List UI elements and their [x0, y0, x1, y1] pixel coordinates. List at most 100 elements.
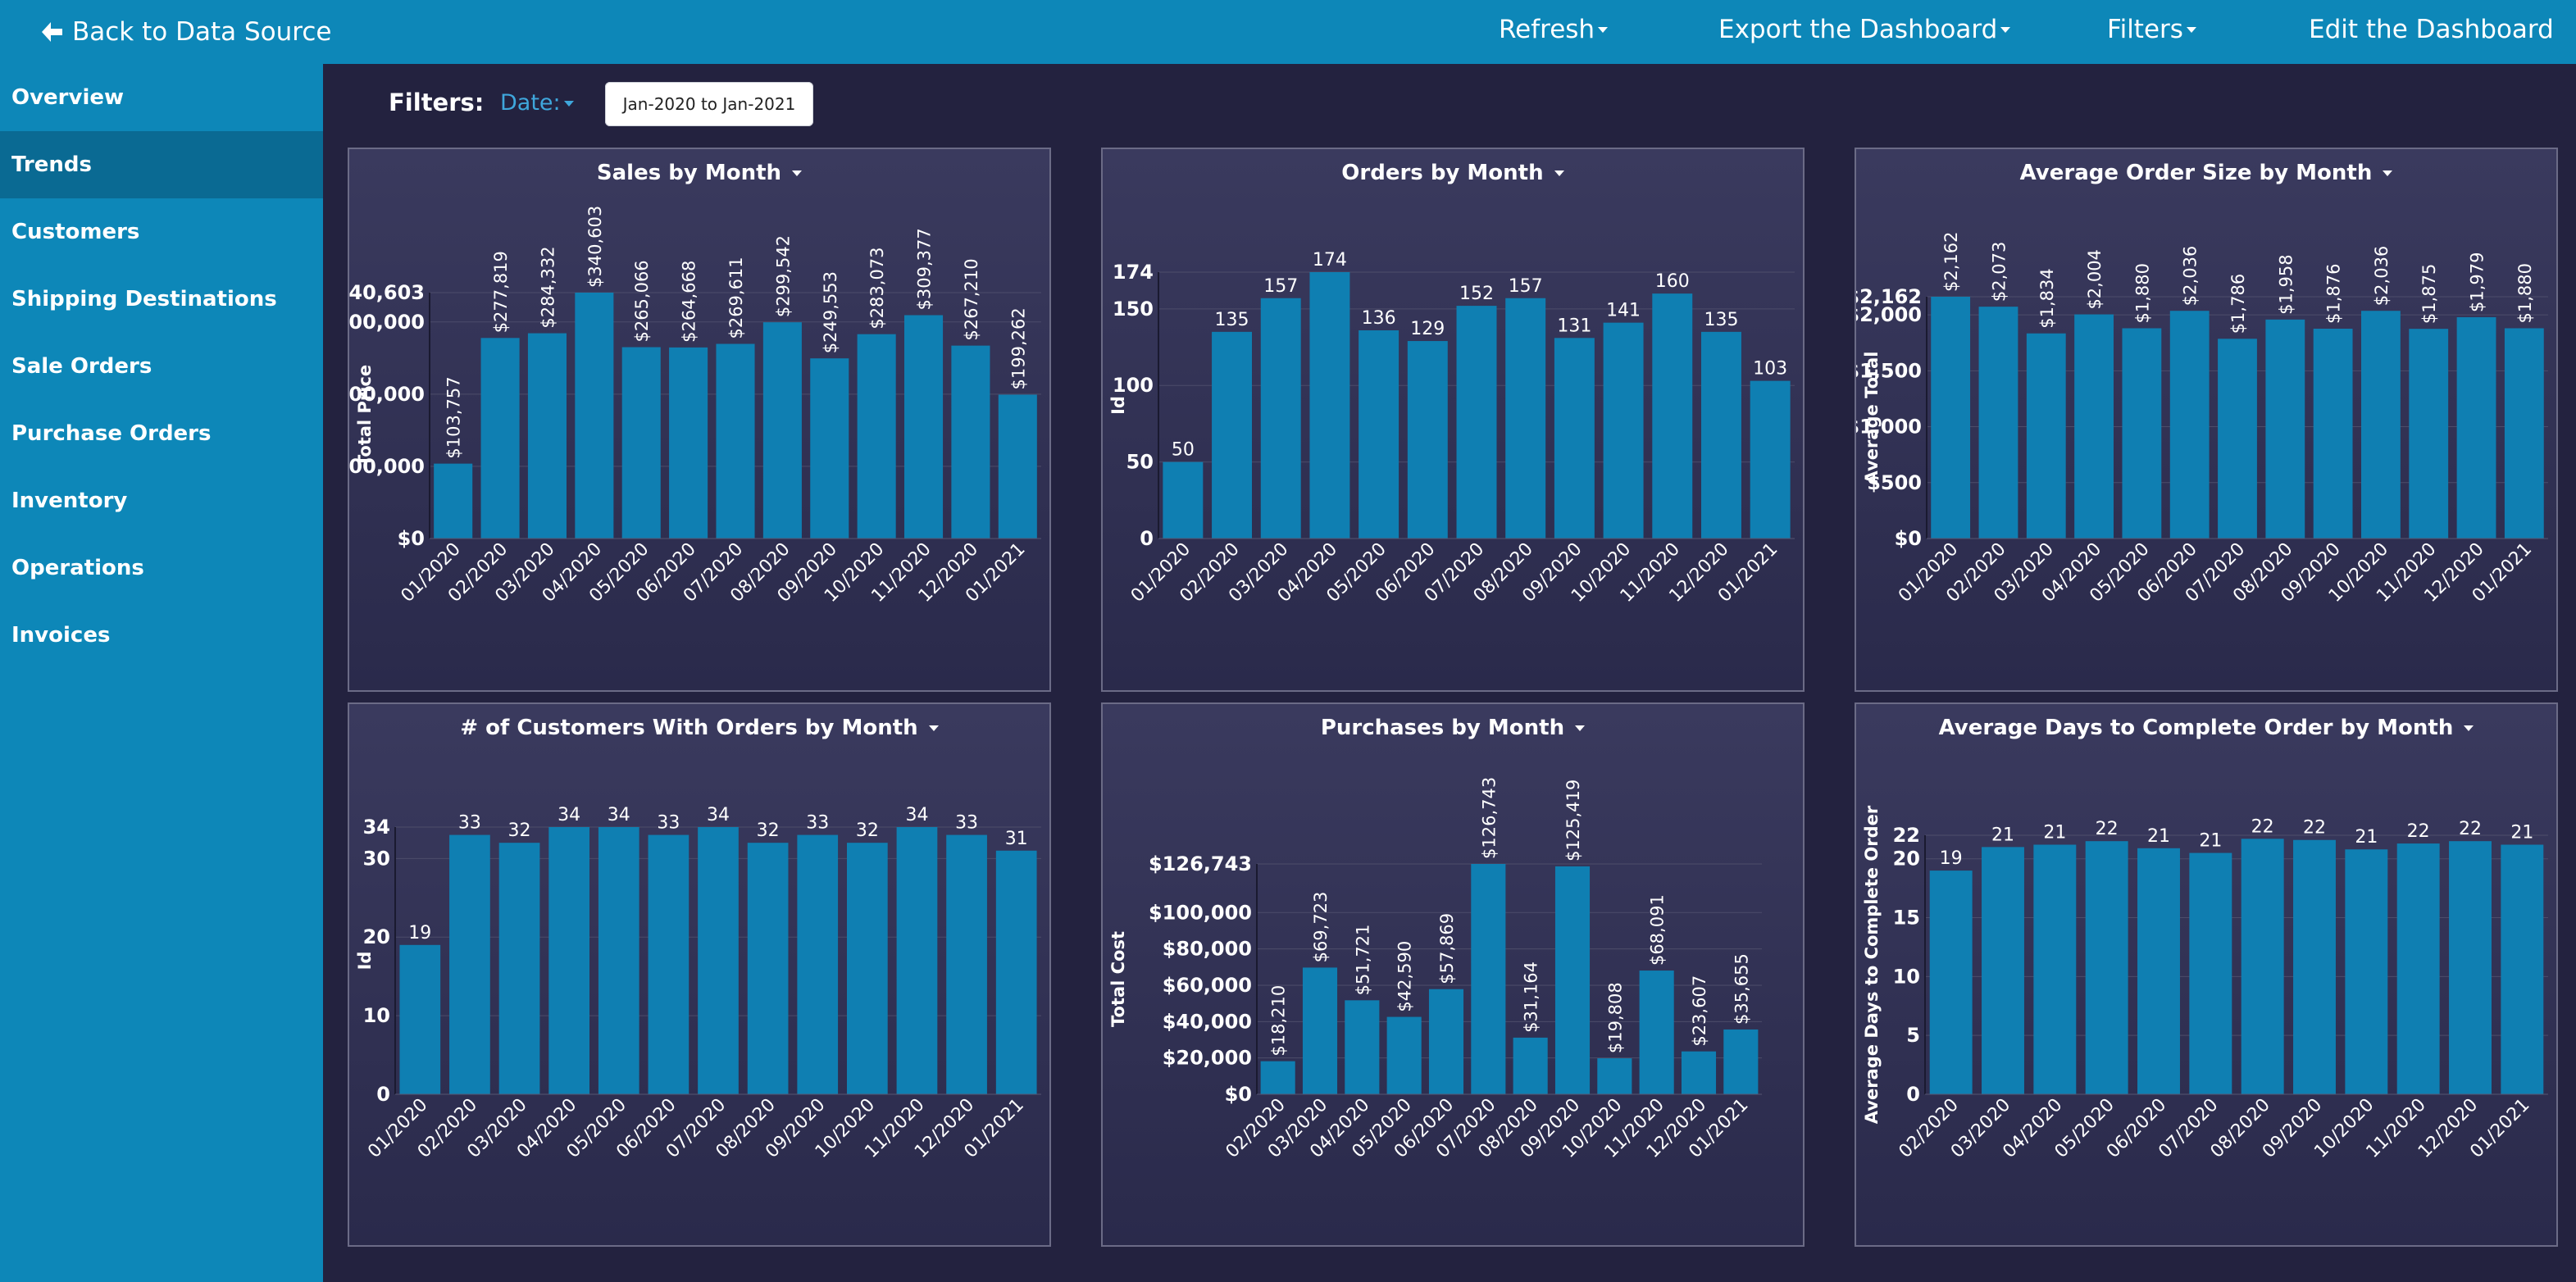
data-label: 129	[1410, 319, 1445, 339]
sidebar-item-inventory[interactable]: Inventory	[0, 467, 323, 534]
bar[interactable]	[2241, 839, 2284, 1094]
bar[interactable]	[1359, 330, 1400, 539]
bar[interactable]	[1386, 1016, 1422, 1094]
bar[interactable]	[1597, 1058, 1632, 1094]
bar[interactable]	[2456, 316, 2496, 539]
bar[interactable]	[2033, 844, 2077, 1094]
bar[interactable]	[998, 394, 1037, 539]
bar[interactable]	[434, 463, 473, 539]
bar[interactable]	[1723, 1029, 1759, 1094]
bar[interactable]	[2137, 848, 2180, 1094]
bar[interactable]	[2345, 849, 2388, 1094]
bar[interactable]	[1260, 298, 1301, 539]
bar[interactable]	[2122, 328, 2162, 539]
bar[interactable]	[716, 343, 755, 539]
bar[interactable]	[995, 850, 1037, 1094]
bar[interactable]	[1163, 461, 1204, 539]
bar[interactable]	[527, 333, 567, 539]
bar[interactable]	[2409, 329, 2449, 539]
bar[interactable]	[1750, 380, 1791, 539]
chart-title-dropdown[interactable]: Sales by Month	[349, 161, 1049, 185]
bar[interactable]	[1978, 307, 2018, 539]
bar[interactable]	[747, 843, 789, 1094]
bar[interactable]	[2169, 311, 2210, 539]
bar[interactable]	[904, 315, 944, 539]
bar[interactable]	[1982, 847, 2024, 1094]
bar[interactable]	[498, 843, 540, 1094]
bar[interactable]	[1212, 331, 1253, 539]
bar[interactable]	[2218, 339, 2257, 539]
sidebar-item-purchase-orders[interactable]: Purchase Orders	[0, 400, 323, 467]
bar[interactable]	[2396, 843, 2440, 1094]
back-to-data-source-button[interactable]: Back to Data Source	[39, 0, 331, 64]
bar[interactable]	[1456, 306, 1497, 539]
chart-title-dropdown[interactable]: Purchases by Month	[1103, 716, 1803, 740]
bar[interactable]	[2085, 841, 2128, 1094]
bar[interactable]	[1309, 272, 1350, 539]
chart-title-dropdown[interactable]: Average Days to Complete Order by Month	[1856, 716, 2556, 740]
sidebar-item-sale-orders[interactable]: Sale Orders	[0, 333, 323, 400]
bar[interactable]	[1929, 871, 1973, 1094]
bar[interactable]	[480, 338, 520, 539]
sidebar-item-invoices[interactable]: Invoices	[0, 602, 323, 669]
bar[interactable]	[2265, 319, 2305, 539]
sidebar-item-overview[interactable]: Overview	[0, 64, 323, 131]
bar[interactable]	[1652, 293, 1693, 539]
date-range-value[interactable]: Jan-2020 to Jan-2021	[605, 82, 813, 126]
bar[interactable]	[2026, 333, 2066, 539]
bar[interactable]	[951, 345, 990, 539]
bar[interactable]	[669, 347, 708, 539]
bar[interactable]	[810, 358, 849, 539]
sidebar-item-shipping-destinations[interactable]: Shipping Destinations	[0, 266, 323, 333]
bar[interactable]	[1554, 866, 1591, 1094]
bar[interactable]	[2504, 328, 2544, 539]
bar[interactable]	[449, 834, 490, 1094]
bar[interactable]	[1513, 1037, 1548, 1094]
bar[interactable]	[1428, 989, 1464, 1094]
refresh-dropdown[interactable]: Refresh	[1499, 0, 1609, 59]
export-dashboard-dropdown[interactable]: Export the Dashboard	[1718, 0, 2011, 59]
bar[interactable]	[1931, 297, 1971, 539]
bar[interactable]	[698, 827, 739, 1094]
bar[interactable]	[399, 944, 441, 1094]
bar[interactable]	[2501, 844, 2544, 1094]
bar[interactable]	[762, 322, 802, 539]
bar[interactable]	[2313, 329, 2353, 539]
bar[interactable]	[857, 334, 896, 539]
bar[interactable]	[797, 834, 839, 1094]
bar[interactable]	[1407, 341, 1448, 539]
bar[interactable]	[1700, 331, 1741, 539]
bar[interactable]	[1260, 1061, 1295, 1094]
bar[interactable]	[1554, 338, 1595, 539]
bar[interactable]	[1639, 971, 1674, 1094]
edit-dashboard-button[interactable]: Edit the Dashboard	[2309, 0, 2554, 59]
bar[interactable]	[946, 834, 987, 1094]
chart-title-dropdown[interactable]: # of Customers With Orders by Month	[349, 716, 1049, 740]
bar[interactable]	[1681, 1051, 1717, 1094]
chart-title-dropdown[interactable]: Average Order Size by Month	[1856, 161, 2556, 185]
bar[interactable]	[2189, 852, 2232, 1094]
bar[interactable]	[1302, 967, 1338, 1094]
filters-dropdown[interactable]: Filters	[2107, 0, 2196, 59]
sidebar-item-operations[interactable]: Operations	[0, 534, 323, 602]
bar[interactable]	[2293, 839, 2336, 1094]
bar[interactable]	[1603, 322, 1644, 539]
bar[interactable]	[575, 293, 614, 539]
bar[interactable]	[1345, 1000, 1380, 1094]
sidebar-item-trends[interactable]: Trends	[0, 131, 323, 198]
bar[interactable]	[1471, 864, 1506, 1094]
bar[interactable]	[2361, 311, 2401, 539]
bar[interactable]	[621, 347, 661, 539]
bar[interactable]	[598, 827, 639, 1094]
data-label: 22	[2251, 816, 2274, 837]
date-filter-dropdown[interactable]: Date:	[500, 90, 574, 116]
bar[interactable]	[2449, 841, 2492, 1094]
bar[interactable]	[846, 843, 888, 1094]
chart-title-dropdown[interactable]: Orders by Month	[1103, 161, 1803, 185]
bar[interactable]	[548, 827, 590, 1094]
sidebar-item-customers[interactable]: Customers	[0, 198, 323, 266]
bar[interactable]	[896, 827, 938, 1094]
bar[interactable]	[648, 834, 690, 1094]
bar[interactable]	[2074, 314, 2114, 539]
bar[interactable]	[1505, 298, 1546, 539]
